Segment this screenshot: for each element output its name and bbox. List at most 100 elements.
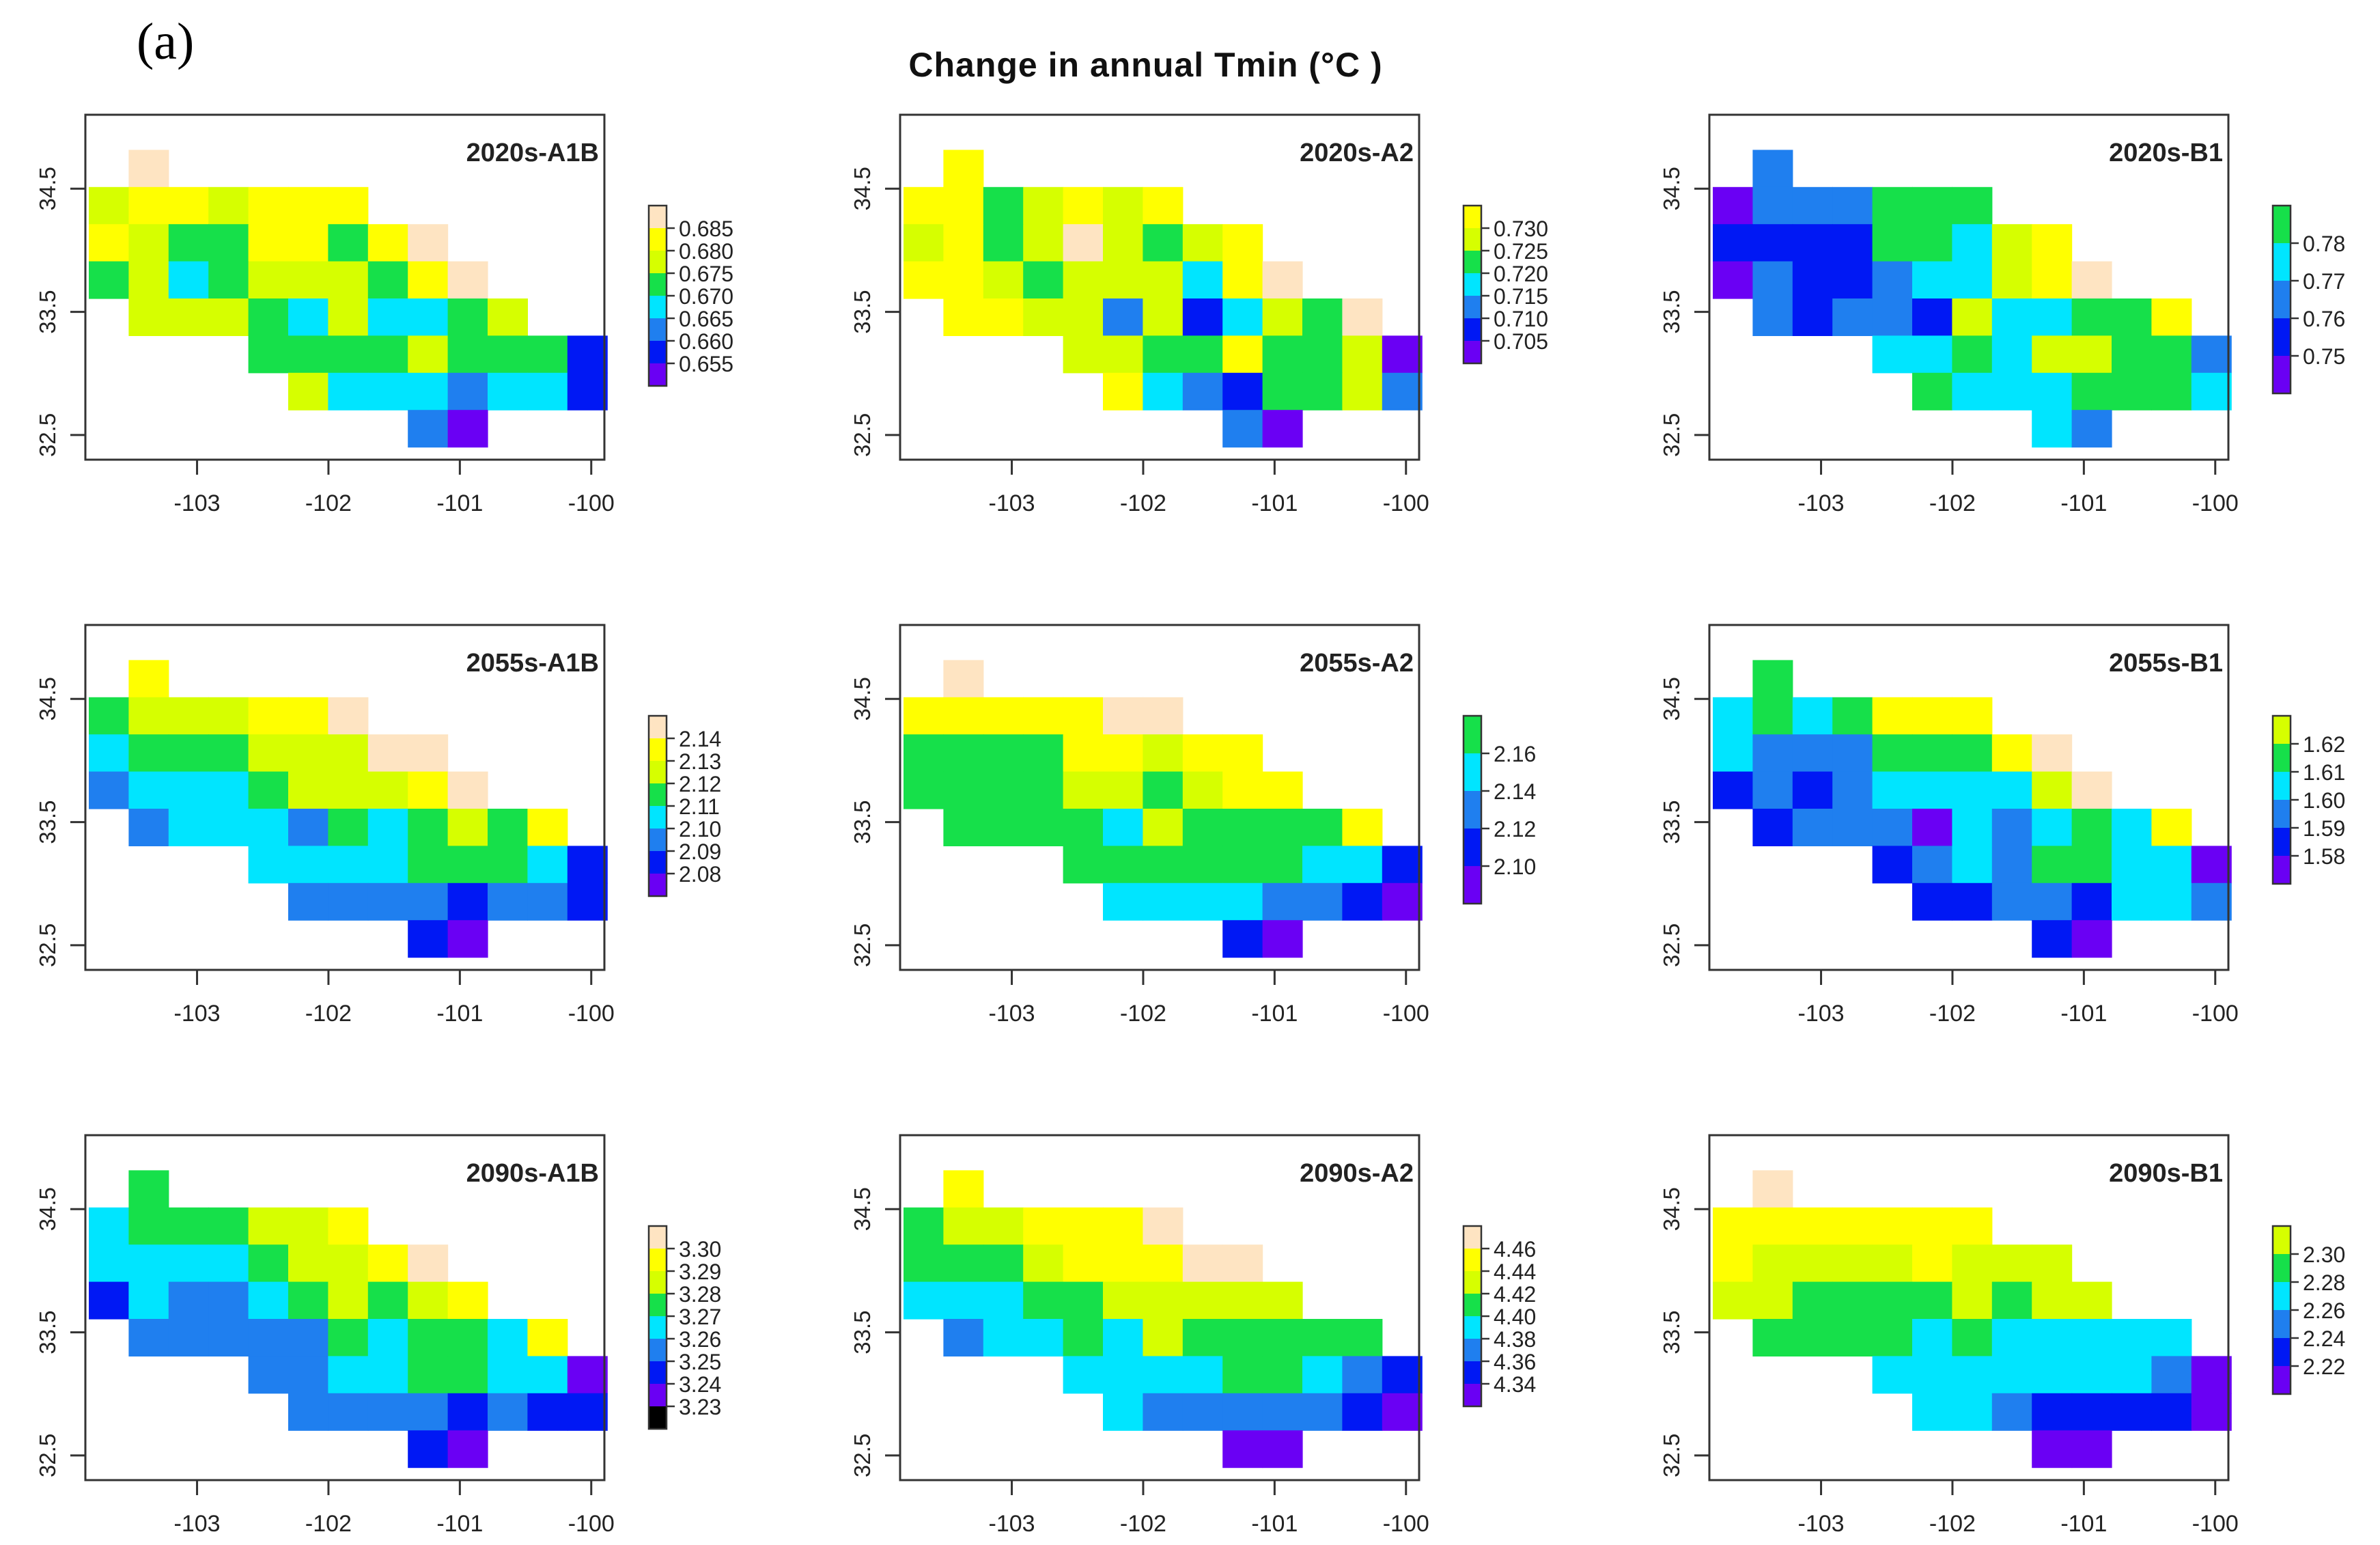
legend-swatch <box>1464 296 1481 319</box>
heatmap-cell <box>904 261 944 299</box>
heatmap-cell <box>1262 1430 1303 1469</box>
heatmap-cell <box>367 846 408 884</box>
heatmap-cell <box>1872 846 1913 884</box>
legend-tick-label: 0.660 <box>679 329 733 354</box>
heatmap-cell <box>128 697 169 735</box>
heatmap-cell <box>367 1356 408 1394</box>
legend-tick-label: 2.11 <box>679 794 720 819</box>
heatmap-cell <box>1991 1281 2032 1320</box>
heatmap-cell <box>1952 224 1993 262</box>
heatmap-cell <box>128 734 169 772</box>
heatmap-cell <box>1952 809 1993 846</box>
heatmap-cell <box>2112 846 2152 884</box>
heatmap-cell <box>2071 1356 2112 1394</box>
x-tick-label: -101 <box>2060 1511 2107 1537</box>
heatmap-cell <box>1103 846 1143 884</box>
heatmap-cell <box>248 697 289 735</box>
heatmap-cell <box>1792 771 1833 809</box>
x-tick-label: -100 <box>2192 1511 2239 1537</box>
heatmap-cell <box>1262 298 1303 336</box>
panel-title: 2090s-A2 <box>1300 1159 1414 1188</box>
heatmap-cell <box>408 224 449 262</box>
heatmap-cell <box>1792 1281 1833 1320</box>
x-tick-label: -102 <box>1929 490 1976 516</box>
heatmap-cell <box>1912 882 1952 921</box>
heatmap-cell <box>527 1319 568 1356</box>
heatmap-cell <box>408 1244 449 1283</box>
heatmap-cell <box>567 846 608 884</box>
heatmap-cell <box>1872 298 1913 336</box>
x-tick-label: -103 <box>989 1001 1035 1027</box>
legend-swatch <box>1464 716 1481 754</box>
legend-swatch <box>649 273 667 296</box>
legend-swatch <box>1464 1361 1481 1384</box>
heatmap-cell <box>208 1281 249 1320</box>
heatmap-cell <box>208 261 249 299</box>
legend-swatch <box>649 1249 667 1272</box>
heatmap-cell <box>1872 186 1913 225</box>
x-tick-label: -101 <box>2060 490 2107 516</box>
heatmap-cell <box>488 298 528 336</box>
heatmap-cell <box>488 882 528 921</box>
heatmap-cell <box>408 410 449 448</box>
heatmap-cells <box>904 660 1423 958</box>
y-tick-label: 32.5 <box>850 413 875 457</box>
heatmap-cell <box>1952 1244 1993 1283</box>
heatmap-cell <box>1872 261 1913 299</box>
y-tick-label: 32.5 <box>35 413 60 457</box>
legend-swatch <box>1464 791 1481 829</box>
heatmap-cell <box>1302 372 1343 410</box>
plot-frame <box>84 113 606 461</box>
heatmap-cell <box>328 1319 369 1356</box>
y-tick-label: 34.5 <box>850 677 875 721</box>
heatmap-cell <box>567 1393 608 1431</box>
legend-swatch <box>2273 772 2291 801</box>
x-tick-label: -101 <box>436 1511 483 1537</box>
panel-2055s-a1b: 2055s-A1B -103 -102 -101 -100 32.5 33.5 34.5 2.1… <box>35 624 721 1027</box>
heatmap-cell <box>1792 186 1833 225</box>
heatmap-cell <box>1792 734 1833 772</box>
heatmap-cell <box>1872 1356 1913 1394</box>
heatmap-cell <box>1103 1393 1143 1431</box>
heatmap-cell <box>1143 809 1184 846</box>
heatmap-cell <box>2032 372 2073 410</box>
legend-tick-label: 1.59 <box>2303 816 2345 841</box>
heatmap-cell <box>1103 261 1143 299</box>
heatmap-cell <box>1832 1319 1873 1356</box>
legend-tick-label: 0.680 <box>679 239 733 264</box>
heatmap-cell <box>447 771 488 809</box>
heatmap-cell <box>527 372 568 410</box>
heatmap-cell <box>1182 809 1223 846</box>
heatmap-cell <box>567 372 608 410</box>
panel-title: 2055s-A1B <box>466 649 599 678</box>
heatmap-cells <box>89 660 608 958</box>
y-tick-label: 33.5 <box>850 290 875 333</box>
heatmap-cell <box>1023 1319 1064 1356</box>
legend-colorbar: 2.30 2.28 2.26 2.24 2.22 <box>2271 1225 2345 1395</box>
heatmap-cell <box>1023 261 1064 299</box>
heatmap-cell <box>288 186 328 225</box>
x-tick-label: -103 <box>1798 1511 1845 1537</box>
heatmap-cell <box>208 734 249 772</box>
heatmap-cell <box>208 697 249 735</box>
legend-tick-label: 3.25 <box>679 1350 721 1374</box>
heatmap-cell <box>1222 920 1263 958</box>
heatmap-cell <box>1382 372 1423 410</box>
legend-tick-label: 1.60 <box>2303 788 2345 813</box>
heatmap-cell <box>2071 846 2112 884</box>
heatmap-cell <box>168 1281 209 1320</box>
heatmap-cell <box>1143 1207 1184 1245</box>
legend-tick-label: 3.23 <box>679 1395 721 1419</box>
heatmap-cell <box>1262 1356 1303 1394</box>
y-tick-label: 34.5 <box>1659 677 1684 721</box>
legend-tick-label: 3.30 <box>679 1237 721 1262</box>
heatmap-cell <box>2032 1319 2073 1356</box>
heatmap-cell <box>1713 224 1753 262</box>
panel-2020s-a1b: 2020s-A1B -103 -102 -101 -100 32.5 33.5 34.5 0.6… <box>35 113 733 516</box>
heatmap-cell <box>2112 1319 2152 1356</box>
heatmap-cell <box>1952 846 1993 884</box>
legend-swatch <box>1464 866 1481 904</box>
legend-swatch <box>1464 206 1481 229</box>
heatmap-cell <box>1302 335 1343 374</box>
legend-tick-label: 2.22 <box>2303 1354 2345 1379</box>
